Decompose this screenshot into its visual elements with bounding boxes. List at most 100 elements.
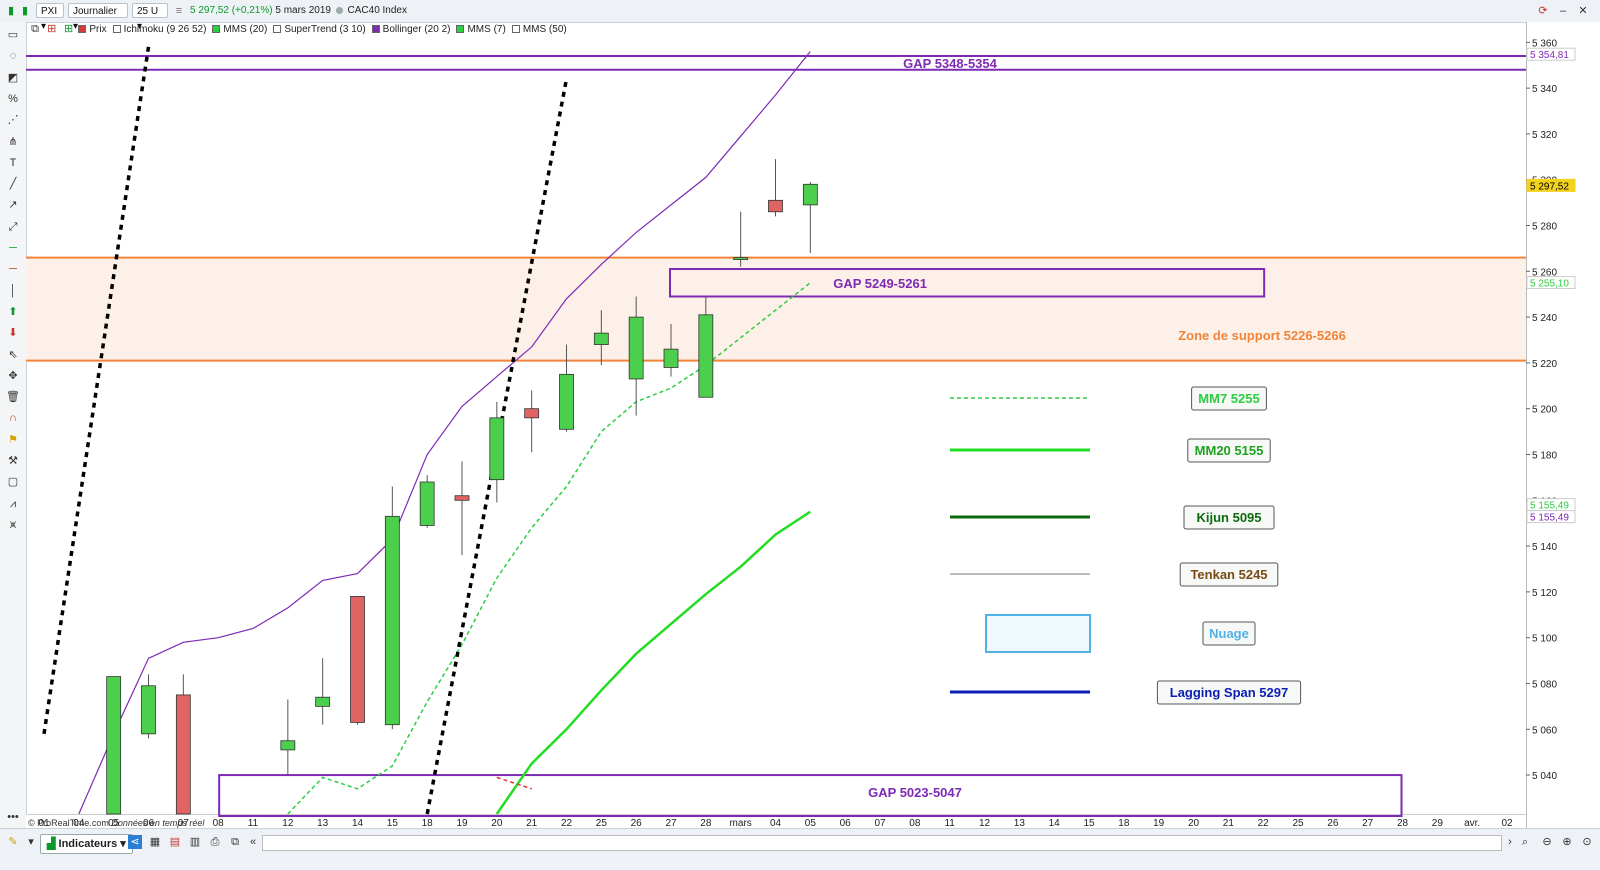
x-tick-label: 28	[1397, 818, 1409, 829]
indicator-swatch	[456, 25, 465, 33]
legend-label-box	[1187, 438, 1271, 463]
x-tick-label: 25	[596, 818, 608, 829]
price-axis	[1526, 22, 1600, 828]
copy-icon[interactable]: ⧉	[231, 836, 239, 848]
window-icon[interactable]: ⧉	[31, 23, 39, 35]
period-select[interactable]: Journalier ▾	[68, 3, 128, 32]
percent-icon[interactable]: %	[8, 92, 18, 105]
candle-body	[419, 481, 435, 526]
pitchfork-icon[interactable]: ⋔	[8, 135, 18, 148]
more-tools-icon[interactable]: •••	[7, 811, 19, 823]
move-icon[interactable]: ✥	[8, 369, 18, 382]
candle	[628, 296, 644, 416]
wave-icon[interactable]: ⩘	[9, 497, 17, 510]
hline-red-icon[interactable]: ─	[9, 263, 17, 276]
realtime-text: Données en temps réel	[111, 818, 205, 828]
candle-body	[698, 314, 714, 398]
add-indicator-icon[interactable]: ⊞	[47, 23, 57, 35]
magnet-icon[interactable]: ∩	[9, 412, 17, 425]
edit-indicator-icon[interactable]: ⊞	[63, 23, 74, 35]
doc-icon[interactable]: ▢	[7, 476, 19, 489]
chart-icon[interactable]: ▮	[7, 5, 15, 17]
tools-icon[interactable]: ⚒	[8, 455, 18, 467]
x-tick-label: 01	[38, 818, 50, 829]
close-icon[interactable]: ✕	[1578, 5, 1588, 17]
candle-body	[350, 596, 365, 723]
ticker-select[interactable]: PXI ▾	[36, 3, 64, 32]
candle	[350, 596, 365, 725]
x-tick-label: 14	[1049, 818, 1061, 829]
vline-icon[interactable]: │	[9, 284, 17, 297]
lasso-icon[interactable]: ◌	[9, 50, 17, 63]
indicator-label: Prix	[89, 24, 107, 35]
quote-price: 5 297,52	[190, 5, 229, 16]
x-tick-label: 12	[282, 818, 294, 829]
grid-icon[interactable]: ▦	[149, 836, 161, 848]
candle	[802, 182, 818, 253]
candle	[698, 296, 714, 398]
pencil-icon[interactable]: ✎	[8, 836, 18, 848]
candle	[106, 676, 122, 815]
print-icon[interactable]: ⎙	[210, 836, 220, 848]
settings-icon[interactable]: ≡	[175, 5, 183, 17]
ray-icon[interactable]: ⤢	[8, 220, 18, 233]
bottom-toolbar: ✎ ▾ ▟ Indicateurs ▾ ⋖ ▦ ▤ ▥ ⎙ ⧉ « › ⌕ ⊖ …	[0, 828, 1600, 870]
line-icon[interactable]: ╱	[9, 178, 17, 191]
layout-icon[interactable]: ▥	[189, 836, 201, 848]
y-tick-label: 5 220	[1532, 359, 1557, 370]
dropdown-icon[interactable]: ▾	[28, 836, 34, 848]
scroll-left-icon[interactable]: «	[249, 836, 257, 848]
text-icon[interactable]: T	[9, 156, 17, 169]
units-select[interactable]: 25 U ▾	[132, 3, 168, 32]
indicator-swatch	[112, 25, 121, 33]
scroll-right-icon[interactable]: ›	[1508, 836, 1512, 848]
indicator-item[interactable]: Ichimoku (9 26 52)	[112, 23, 206, 37]
indicator-item[interactable]: Bollinger (20 2)	[371, 23, 450, 37]
refresh-icon[interactable]: ⟳	[1538, 5, 1548, 17]
x-tick-label: 20	[491, 818, 503, 829]
candle-body	[733, 257, 749, 260]
zoom-reset-icon[interactable]: ⊙	[1582, 836, 1592, 848]
up-arrow-icon[interactable]: ⬆	[8, 305, 18, 318]
alert-icon[interactable]: ⚑	[8, 433, 18, 446]
rect-icon[interactable]: ▭	[7, 29, 19, 41]
minimize-icon[interactable]: –	[1559, 5, 1567, 17]
chart-zoom-icon[interactable]: ◩	[7, 71, 19, 84]
arrow-line-icon[interactable]: ↗	[8, 199, 18, 212]
pattern-icon[interactable]: ⩙	[9, 518, 17, 531]
legend-label: MM20 5155	[1195, 443, 1264, 458]
candle-body	[454, 495, 470, 501]
legend-label-box	[1202, 621, 1256, 646]
down-arrow-icon[interactable]: ⬇	[8, 327, 18, 340]
zoom-out-icon[interactable]: ⊖	[1542, 836, 1552, 848]
trash-icon[interactable]: 🗑	[6, 391, 20, 404]
indicator-item[interactable]: MMS (50)	[511, 23, 567, 37]
hline-icon[interactable]: ─	[9, 242, 17, 254]
indicator-item[interactable]: Prix	[78, 23, 107, 37]
zoom-in-icon[interactable]: ⊕	[1562, 836, 1572, 848]
top-toolbar: ▮ ▮ PXI ▾ Journalier ▾ 25 U ▾ ≡ 5 297,52…	[0, 0, 1600, 32]
y-tick-label: 5 140	[1532, 542, 1557, 553]
time-scrollbar[interactable]	[262, 835, 1502, 851]
share-icon[interactable]: ⋖	[128, 835, 142, 849]
y-tick-label: 5 260	[1532, 267, 1557, 278]
bar-chart-icon[interactable]: ▮	[21, 5, 29, 17]
indicator-item[interactable]: SuperTrend (3 10)	[273, 23, 366, 37]
cursor-icon[interactable]: ⇖	[8, 348, 18, 361]
x-tick-label: 21	[1223, 818, 1235, 829]
x-tick-label: 18	[1118, 818, 1130, 829]
x-tick-label: 11	[248, 818, 259, 829]
indicator-item[interactable]: MMS (20)	[212, 23, 267, 37]
candle-body	[315, 696, 331, 707]
fibo-icon[interactable]: ⋰	[7, 114, 19, 127]
legend-label: Nuage	[1209, 626, 1249, 641]
indicator-label: MMS (50)	[522, 24, 567, 35]
calendar-icon[interactable]: ▤	[169, 836, 181, 848]
candle	[419, 475, 435, 528]
indicator-label: MMS (20)	[223, 24, 268, 35]
indicator-item[interactable]: MMS (7)	[456, 23, 506, 37]
supertrend-fragment	[496, 776, 532, 790]
indicators-button[interactable]: ▟ Indicateurs ▾	[40, 834, 133, 854]
zoom-area-icon[interactable]: ⌕	[1521, 836, 1529, 848]
